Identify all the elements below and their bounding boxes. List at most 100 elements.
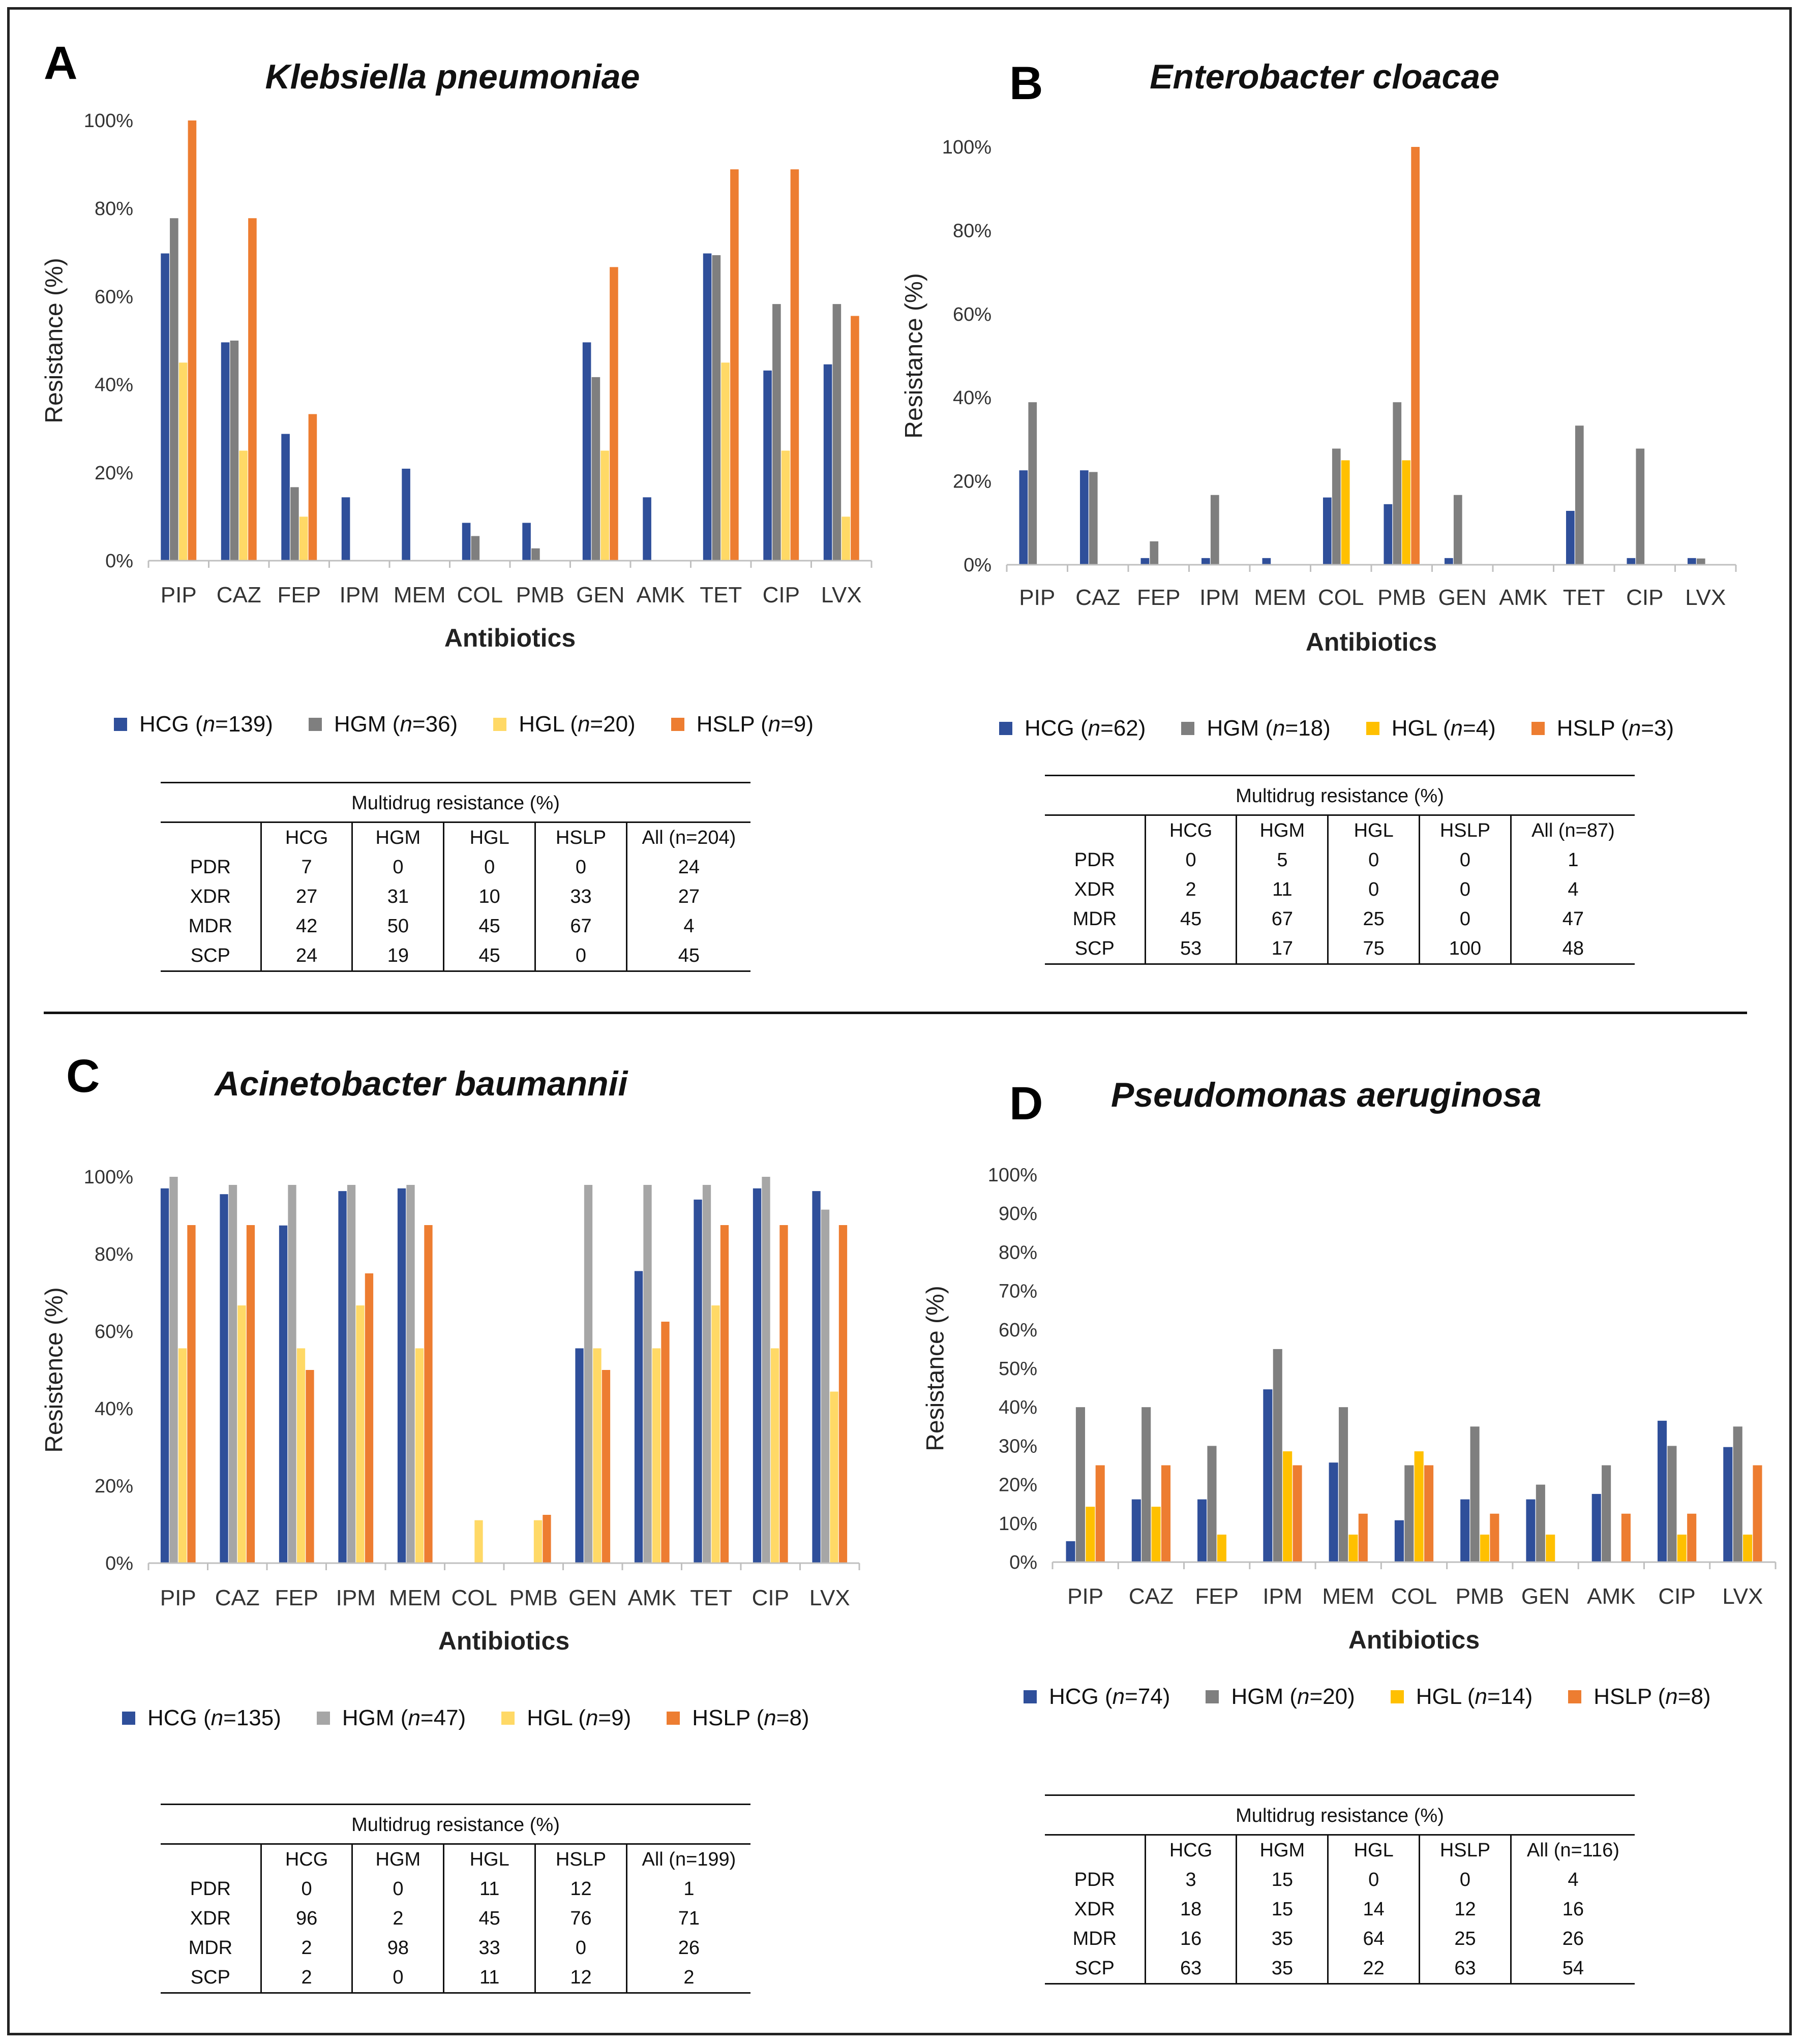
bar-hslp xyxy=(838,1225,848,1563)
mdr-cell: 0 xyxy=(1419,875,1511,904)
bar-hslp xyxy=(308,414,317,561)
legend-item: HCG (n=135) xyxy=(122,1705,281,1731)
mdr-cell: 2 xyxy=(625,1963,750,1994)
x-tick-label: PMB xyxy=(509,1585,558,1610)
legend-item: HCG (n=139) xyxy=(114,712,273,737)
mdr-cell: 2 xyxy=(351,1904,444,1933)
chart-title: Klebsiella pneumoniae xyxy=(265,57,640,96)
mdr-row-label: PDR xyxy=(1074,1869,1115,1890)
mdr-cell: 25 xyxy=(1327,904,1420,934)
mdr-cell: 3 xyxy=(1144,1865,1237,1895)
mdr-cell: 45 xyxy=(443,941,535,972)
bar-hgm xyxy=(584,1184,593,1563)
mdr-cell: 76 xyxy=(534,1904,627,1933)
bar-hgm xyxy=(1733,1426,1742,1562)
mdr-cell: 33 xyxy=(534,882,627,911)
mdr-cell: 17 xyxy=(1236,934,1328,965)
bar-hcg xyxy=(1687,558,1696,565)
bar-hgm xyxy=(1575,425,1584,565)
bar-hgm xyxy=(762,1177,770,1563)
legend-label: HGL (n=20) xyxy=(519,712,636,737)
y-tick-label: 60% xyxy=(95,286,133,308)
bar-hgm xyxy=(1667,1446,1677,1562)
x-tick-label: CAZ xyxy=(217,583,261,607)
mdr-row: XDR 27 31 10 33 27 xyxy=(161,882,750,911)
mdr-cell: 67 xyxy=(1236,904,1328,934)
bar-hgl xyxy=(781,450,790,561)
x-tick-label: IPM xyxy=(1263,1584,1302,1609)
mdr-cell: 67 xyxy=(534,911,627,941)
bar-hgl xyxy=(239,450,248,561)
bar-hcg xyxy=(1079,470,1089,565)
x-tick-label: PMB xyxy=(1456,1584,1504,1609)
x-tick-label: CIP xyxy=(1626,585,1663,610)
mdr-cell: 16 xyxy=(1510,1895,1635,1924)
x-tick-label: CAZ xyxy=(1075,585,1120,610)
bar-hgm xyxy=(406,1184,415,1563)
bar-hgm xyxy=(1210,495,1219,565)
bar-hgm xyxy=(228,1184,237,1563)
x-tick-label: IPM xyxy=(1199,585,1239,610)
x-tick-label: LVX xyxy=(809,1585,850,1610)
legend-item: HGM (n=36) xyxy=(308,712,458,737)
mdr-row-label: MDR xyxy=(1072,908,1117,930)
mdr-row-label: PDR xyxy=(190,1878,231,1900)
bar-hcg xyxy=(823,364,832,561)
panel-letter: B xyxy=(1009,57,1043,109)
figure-frame xyxy=(7,7,1792,2035)
legend-label: HGM (n=36) xyxy=(334,712,458,737)
bar-hcg xyxy=(703,253,712,561)
y-tick-label: 80% xyxy=(95,1244,133,1265)
mdr-cell: 15 xyxy=(1236,1895,1328,1924)
mdr-cell: 16 xyxy=(1144,1924,1237,1954)
y-tick-label: 30% xyxy=(999,1436,1037,1457)
y-tick-label: 100% xyxy=(988,1165,1037,1186)
bar-chart: 0% 20% 40% 60% 80% 100% PIP CAZ FEP IPM MEM COL PMB G… xyxy=(41,1167,860,1655)
x-tick-label: PIP xyxy=(161,583,197,607)
mdr-header-cell: HGL xyxy=(443,1845,535,1874)
mdr-cell: 98 xyxy=(351,1933,444,1963)
legend-label: HGL (n=14) xyxy=(1416,1684,1533,1709)
bar-hgm xyxy=(288,1184,296,1563)
mdr-header-cell: All (n=199) xyxy=(625,1845,750,1874)
bar-hcg xyxy=(1394,1520,1404,1562)
mdr-cell: 11 xyxy=(443,1874,535,1904)
mdr-row: SCP 24 19 45 0 45 xyxy=(161,941,750,972)
mdr-cell: 26 xyxy=(625,1933,750,1963)
bar-hgm xyxy=(1470,1426,1480,1562)
mdr-cell: 47 xyxy=(1510,904,1635,934)
x-tick-label: AMK xyxy=(1587,1584,1635,1609)
mdr-header-cell xyxy=(161,1845,261,1874)
bar-hcg xyxy=(763,370,772,561)
legend-label: HGL (n=4) xyxy=(1391,716,1496,741)
mdr-cell: 19 xyxy=(351,941,444,972)
mdr-row-label: SCP xyxy=(1045,934,1146,965)
y-tick-label: 60% xyxy=(999,1320,1037,1341)
mdr-row-label: XDR xyxy=(190,1908,231,1929)
legend-item: HGM (n=18) xyxy=(1181,716,1331,741)
bar-hgm xyxy=(169,1177,178,1563)
legend-swatch xyxy=(501,1712,515,1725)
y-tick-label: 0% xyxy=(105,1553,133,1574)
x-tick-label: PIP xyxy=(1019,585,1055,610)
legend-swatch xyxy=(1206,1690,1219,1703)
panel-divider xyxy=(44,1012,1747,1014)
bar-hgm xyxy=(290,487,299,561)
mdr-cell: 54 xyxy=(1510,1954,1635,1985)
bar-hgm xyxy=(1028,402,1037,565)
bar-hgl xyxy=(652,1348,661,1563)
bar-hgm xyxy=(591,377,600,561)
panel-letter: D xyxy=(1009,1078,1043,1130)
y-tick-label: 20% xyxy=(999,1475,1037,1496)
chart-title: Acinetobacter baumannii xyxy=(215,1064,628,1103)
bar-hgm xyxy=(821,1209,830,1563)
legend-label: HGM (n=47) xyxy=(342,1705,466,1730)
y-tick-label: 60% xyxy=(95,1321,133,1343)
x-tick-label: GEN xyxy=(1438,585,1487,610)
mdr-cell: 0 xyxy=(351,1963,444,1994)
mdr-header-cell: HGM xyxy=(1236,1836,1328,1865)
y-tick-label: 80% xyxy=(999,1242,1037,1263)
mdr-cell: 48 xyxy=(1510,934,1635,965)
bar-hcg xyxy=(1131,1499,1141,1562)
panel-c: C Acinetobacter baumannii 0% 20% 40% 60% 80%… xyxy=(0,1014,901,2044)
